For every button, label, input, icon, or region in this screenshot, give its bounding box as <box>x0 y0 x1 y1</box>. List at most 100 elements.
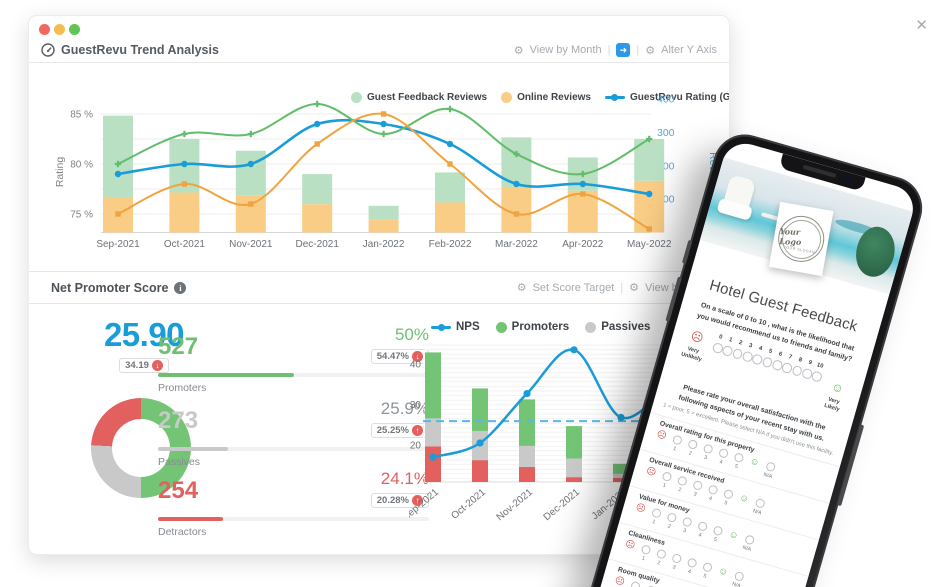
window-title: GuestRevu Trend Analysis <box>61 43 219 57</box>
svg-text:75 %: 75 % <box>70 210 93 221</box>
phone-camera-icon <box>844 176 852 184</box>
traffic-light-minimize[interactable] <box>54 24 65 35</box>
rating-radio[interactable] <box>717 447 729 460</box>
svg-text:Dec-2021: Dec-2021 <box>542 487 583 524</box>
bar-online-reviews <box>169 192 200 233</box>
na-radio[interactable] <box>733 570 745 583</box>
na-radio[interactable] <box>754 497 766 510</box>
rating-option-2: 2 <box>674 475 688 495</box>
rating-radio[interactable] <box>655 548 667 560</box>
traffic-light-zoom[interactable] <box>69 24 80 35</box>
na-radio[interactable] <box>743 534 755 546</box>
rating-radio[interactable] <box>701 561 713 574</box>
stat-progress-track <box>158 447 429 451</box>
bar-online-reviews <box>368 219 399 233</box>
rating-number: 5 <box>733 463 739 471</box>
rating-radio[interactable] <box>640 544 652 556</box>
rating-number: 1 <box>672 446 677 453</box>
na-label: N/A <box>752 508 763 517</box>
trend-up-icon: ↑ <box>412 495 423 506</box>
rating-radio[interactable] <box>661 471 673 483</box>
phone-speaker <box>802 164 836 178</box>
trend-toolbar: ⚙ View by Month | ➜ | ⚙ Alter Y Axis <box>514 43 717 57</box>
legend-label: NPS <box>456 321 480 333</box>
bar-Promoters <box>425 352 441 419</box>
na-radio[interactable] <box>764 461 776 473</box>
alter-y-axis-button[interactable]: Alter Y Axis <box>661 44 717 56</box>
stat-percent: 24.1% <box>380 469 429 488</box>
trend-down-icon: ↓ <box>412 351 423 362</box>
rating-radio[interactable] <box>666 512 678 524</box>
stat-percentages: 25.9% 25.25% ↑ <box>370 399 429 438</box>
rating-number: 1 <box>651 519 656 526</box>
stat-previous-value: 25.25% <box>376 425 409 436</box>
rating-radio[interactable] <box>707 484 719 496</box>
bar-guest-feedback-reviews <box>302 174 333 205</box>
stat-label: Detractors <box>158 526 207 538</box>
rating-option-2: 2 <box>664 512 678 531</box>
rating-radio[interactable] <box>629 580 641 587</box>
rating-radio[interactable] <box>687 439 699 451</box>
rating-number: 3 <box>671 564 677 572</box>
stat-label: Passives <box>158 456 201 468</box>
rating-number: 2 <box>656 560 661 567</box>
gear-icon: ⚙ <box>513 44 524 57</box>
nps-scale-radio[interactable] <box>811 370 823 383</box>
rating-number: 3 <box>692 491 698 499</box>
guestrevu-gauge-icon <box>41 43 55 57</box>
smile-icon: ☺ <box>727 528 740 543</box>
set-score-target-button[interactable]: Set Score Target <box>532 281 615 294</box>
bar-online-reviews <box>302 204 333 233</box>
rating-radio[interactable] <box>681 516 693 528</box>
rating-radio[interactable] <box>733 452 745 464</box>
info-icon[interactable]: i <box>174 281 187 294</box>
toolbar-separator: | <box>620 281 624 294</box>
bar-Passives <box>613 473 629 478</box>
rating-radio[interactable] <box>676 475 688 487</box>
rating-option-1: 1 <box>628 580 641 587</box>
rating-radio[interactable] <box>650 507 662 519</box>
rating-option-5: 5 <box>731 452 745 471</box>
svg-text:Mar-2022: Mar-2022 <box>495 239 538 250</box>
legend-label: Online Reviews <box>517 92 591 103</box>
frown-icon: ☹ <box>623 538 637 553</box>
legend-item-online-reviews[interactable]: Online Reviews <box>501 92 591 103</box>
nps-stat-row-passives: 273 25.9% 25.25% ↑ Passives <box>158 399 429 477</box>
close-icon[interactable]: ✕ <box>915 17 928 34</box>
scale-number: 2 <box>738 339 743 347</box>
svg-text:Dec-2021: Dec-2021 <box>296 239 340 250</box>
frown-icon: ☹ <box>655 429 668 443</box>
legend-item-guest-feedback-reviews[interactable]: Guest Feedback Reviews <box>351 92 487 103</box>
left-axis-title: Rating <box>54 156 67 188</box>
rating-radio[interactable] <box>671 434 683 446</box>
bar-Passives <box>519 445 535 468</box>
trend-chart-legend: Guest Feedback Reviews Online Reviews Gues… <box>351 92 729 103</box>
nps-score-previous-badge: 34.19 ↓ <box>119 358 169 373</box>
rating-radio[interactable] <box>691 480 704 492</box>
legend-item-passives[interactable]: Passives <box>585 321 650 333</box>
view-by-month-button[interactable]: View by Month <box>529 44 602 56</box>
rating-number: 4 <box>697 532 703 540</box>
hotel-logo-stamp: Your Logo YOUR SLOGAN <box>774 212 828 266</box>
stat-progress-fill <box>158 517 224 521</box>
stat-percentages: 50% 54.47% ↓ <box>370 325 429 364</box>
rating-radio[interactable] <box>671 553 683 565</box>
legend-item-nps[interactable]: NPS <box>431 321 480 333</box>
trend-header: GuestRevu Trend Analysis ⚙ View by Month… <box>29 38 729 63</box>
rating-radio[interactable] <box>702 443 714 455</box>
traffic-light-close[interactable] <box>39 24 50 35</box>
window-titlebar <box>29 16 729 38</box>
frown-icon: ☹ <box>644 465 658 479</box>
rating-option-5: 5 <box>721 488 734 508</box>
rating-radio[interactable] <box>686 557 698 569</box>
legend-item-promoters[interactable]: Promoters <box>495 321 569 333</box>
rating-radio[interactable] <box>696 521 709 533</box>
export-button[interactable]: ➜ <box>616 43 631 57</box>
legend-marker-icon <box>495 321 507 333</box>
legend-item-guestrevu-rating-grr-[interactable]: GuestRevu Rating (GRR) <box>604 92 729 103</box>
rating-option-4: 4 <box>716 447 729 467</box>
rating-radio[interactable] <box>712 525 724 537</box>
rating-radio[interactable] <box>722 488 734 501</box>
